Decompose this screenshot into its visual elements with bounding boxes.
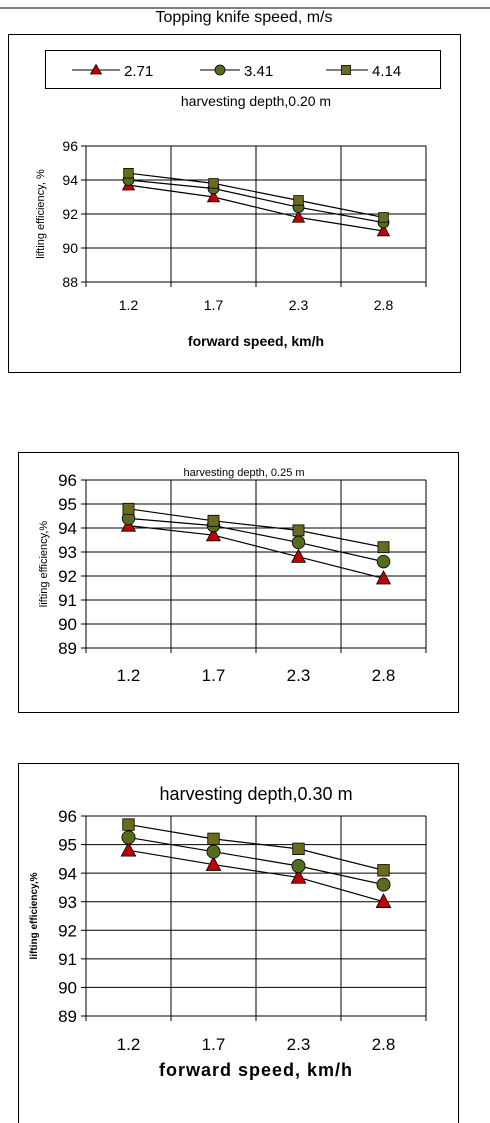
data-point-square-4-14 [292, 842, 305, 856]
y-axis-label: lifting efficiency,% [29, 872, 40, 959]
y-axis-label: lifting efficiency,% [38, 521, 50, 608]
data-point-square-4-14 [378, 212, 389, 223]
data-point-triangle-2-71 [375, 893, 392, 908]
x-axis-label: forward speed, km/h [159, 1060, 353, 1080]
data-point-square-4-14 [122, 502, 135, 515]
chart-title: harvesting depth, 0.25 m [183, 467, 304, 479]
x-tick-label: 1.2 [117, 666, 141, 685]
data-point-triangle-2-71 [290, 868, 307, 884]
series-line-3-41 [128, 179, 384, 224]
data-point-square-4-14 [208, 178, 219, 189]
data-point-triangle-2-71 [291, 210, 306, 223]
y-tick-label: 92 [58, 567, 77, 586]
series-line-2-71 [128, 849, 384, 903]
y-tick-label: 90 [58, 979, 77, 998]
legend-frame [45, 50, 441, 89]
legend-marker-square [341, 65, 351, 75]
y-tick-label: 93 [58, 893, 77, 912]
chart-depth-025: harvesting depth, 0.25 m 89 90 91 92 93 94 95 96… [38, 467, 427, 685]
data-point-square-4-14 [122, 818, 135, 831]
data-point-triangle-2-71 [120, 841, 137, 857]
x-tick-label: 2.8 [372, 666, 396, 685]
x-tick-label: 2.3 [289, 297, 309, 313]
x-tick-label: 2.8 [374, 297, 394, 313]
y-tick-label: 94 [58, 519, 77, 538]
data-point-circle-3-41 [121, 830, 136, 845]
y-tick-label: 90 [58, 615, 77, 634]
series-line-4-14 [128, 172, 384, 218]
y-tick-label: 90 [62, 240, 78, 256]
data-point-square-4-14 [123, 167, 134, 179]
y-tick-label: 91 [58, 950, 77, 969]
x-tick-label: 2.3 [287, 666, 311, 685]
series-line-4-14 [128, 508, 384, 548]
y-tick-label: 89 [58, 639, 77, 658]
x-tick-label: 1.2 [119, 297, 139, 313]
x-tick-label: 2.3 [287, 1035, 311, 1054]
y-tick-label: 89 [58, 1007, 77, 1026]
y-tick-label: 91 [58, 591, 77, 610]
figure-header-title: Topping knife speed, m/s [156, 9, 333, 26]
chart-depth-020: harvesting depth,0.20 m 88 90 92 94 96 1.2 1.7 2… [35, 93, 427, 349]
chart-title: harvesting depth,0.30 m [159, 784, 352, 804]
y-tick-label: 95 [58, 836, 77, 855]
data-point-circle-3-41 [376, 554, 391, 569]
legend-marker-triangle [89, 63, 103, 75]
data-point-circle-3-41 [376, 877, 391, 892]
x-tick-label: 1.2 [117, 1035, 141, 1054]
data-point-triangle-2-71 [290, 548, 307, 563]
data-point-square-4-14 [292, 524, 305, 537]
data-point-triangle-2-71 [375, 570, 392, 585]
x-axis-label: forward speed, km/h [188, 333, 324, 349]
x-tick-label: 1.7 [202, 1035, 226, 1054]
panel-3-frame [18, 763, 459, 1123]
data-point-square-4-14 [293, 195, 304, 206]
series-line-2-71 [128, 525, 384, 579]
y-tick-label: 94 [58, 864, 77, 883]
y-tick-label: 95 [58, 495, 77, 514]
data-point-circle-3-41 [206, 844, 221, 859]
data-point-triangle-2-71 [206, 189, 221, 203]
legend-label-3-41: 3.41 [244, 63, 273, 80]
series-line-4-14 [128, 823, 384, 871]
data-point-square-4-14 [207, 832, 220, 846]
x-tick-label: 2.8 [372, 1035, 396, 1054]
data-point-square-4-14 [377, 864, 390, 877]
y-tick-label: 92 [62, 206, 78, 222]
legend-label-4-14: 4.14 [372, 63, 401, 80]
chart-title: harvesting depth,0.20 m [181, 93, 331, 109]
legend-label-2-71: 2.71 [124, 63, 153, 80]
data-point-triangle-2-71 [376, 223, 391, 237]
y-tick-label: 94 [62, 172, 78, 188]
x-tick-label: 1.7 [204, 297, 224, 313]
series-line-3-41 [128, 517, 384, 563]
data-point-square-4-14 [377, 541, 390, 554]
series-line-2-71 [128, 184, 384, 232]
x-tick-label: 1.7 [202, 666, 226, 685]
y-tick-label: 93 [58, 543, 77, 562]
data-point-circle-3-41 [291, 859, 306, 874]
panel-1-frame [8, 34, 461, 373]
y-tick-label: 96 [58, 471, 77, 490]
y-tick-label: 92 [58, 921, 77, 940]
series-line-3-41 [128, 836, 384, 886]
y-tick-label: 96 [62, 138, 78, 154]
data-point-square-4-14 [207, 514, 220, 527]
legend-marker-circle [214, 64, 226, 76]
data-point-triangle-2-71 [205, 526, 222, 542]
chart-depth-030: harvesting depth,0.30 m 89 90 91 92 93 94 95 96 1… [29, 784, 427, 1080]
y-tick-label: 96 [58, 807, 77, 826]
y-tick-label: 88 [62, 274, 78, 290]
panel-2-frame [18, 452, 459, 713]
data-point-triangle-2-71 [205, 855, 222, 871]
legend: 2.71 3.41 4.14 [45, 50, 441, 89]
data-point-circle-3-41 [291, 535, 306, 550]
y-axis-label: lifting efficiency, % [35, 169, 47, 259]
